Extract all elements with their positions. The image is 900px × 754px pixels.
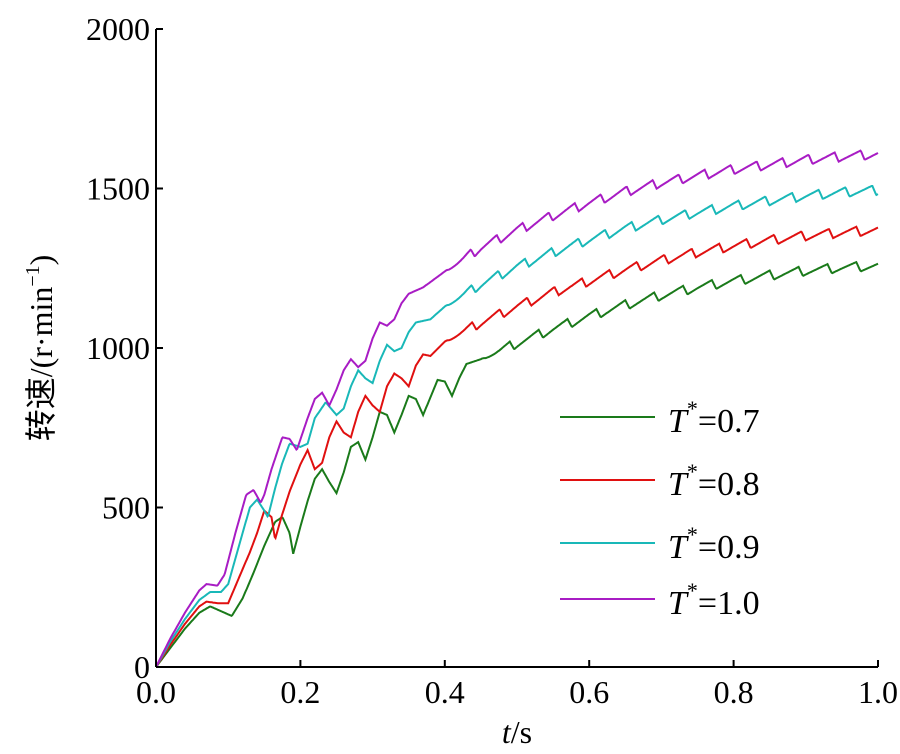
legend-sup: * — [687, 396, 698, 421]
y-tick-label: 500 — [102, 490, 150, 526]
y-tick-label: 1000 — [86, 330, 150, 366]
series-line — [155, 185, 879, 668]
legend-value: =0.7 — [698, 403, 760, 440]
legend-label: T*=0.9 — [668, 522, 760, 566]
y-tick-label: 0 — [134, 649, 150, 685]
x-tick-label: 0.4 — [425, 674, 465, 710]
x-axis-title-var: t — [502, 714, 512, 750]
x-tick-label: 1.0 — [858, 674, 898, 710]
legend-label: T*=0.7 — [668, 396, 760, 440]
series-line — [155, 225, 879, 668]
labels-layer: t/s 转速/(r·min−1) — [22, 255, 532, 750]
legend-value: =0.8 — [698, 466, 760, 503]
legend-sup: * — [687, 522, 698, 547]
legend-symbol: T — [668, 466, 689, 503]
y-axis-title-sup: −1 — [22, 265, 44, 286]
y-tick-label: 1500 — [86, 171, 150, 207]
y-axis-title-close: ) — [23, 255, 59, 266]
legend-value: =1.0 — [698, 585, 760, 622]
ticks-layer: 0.0 0.2 0.4 0.6 0.8 1.0 0 500 1000 1500 2000 — [86, 11, 898, 710]
series-line — [155, 260, 879, 668]
y-axis-title-main: 转速/(r·min — [23, 287, 59, 442]
x-axis-title: t/s — [502, 714, 532, 750]
series-layer — [155, 149, 879, 668]
legend-symbol: T — [668, 585, 689, 622]
x-tick-label: 0.6 — [569, 674, 609, 710]
series-line — [155, 149, 879, 668]
x-axis-title-unit: /s — [511, 714, 532, 750]
x-tick-label: 0.8 — [714, 674, 754, 710]
legend-value: =0.9 — [698, 529, 760, 566]
x-tick-label: 0.0 — [136, 674, 176, 710]
legend-label: T*=1.0 — [668, 578, 760, 622]
legend-label: T*=0.8 — [668, 459, 760, 503]
y-tick-label: 2000 — [86, 11, 150, 47]
legend-sup: * — [687, 578, 698, 603]
legend: T*=0.7T*=0.8T*=0.9T*=1.0 — [560, 396, 760, 622]
legend-sup: * — [687, 459, 698, 484]
legend-symbol: T — [668, 403, 689, 440]
y-axis-title: 转速/(r·min−1) — [22, 255, 59, 442]
legend-symbol: T — [668, 529, 689, 566]
x-tick-label: 0.2 — [280, 674, 320, 710]
